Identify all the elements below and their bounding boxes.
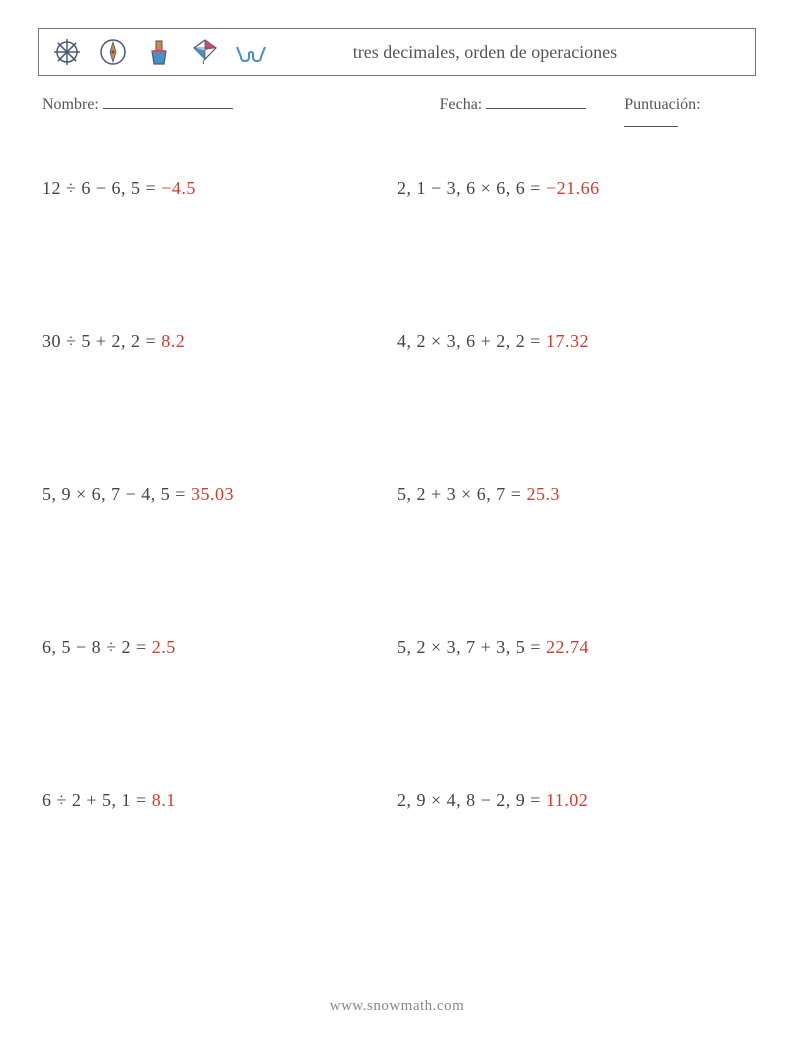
problem-answer: 8.2 — [161, 331, 185, 351]
name-blank — [103, 108, 233, 109]
date-field: Fecha: — [440, 96, 625, 132]
problem-expression: 30 ÷ 5 + 2, 2 = — [42, 331, 161, 351]
problem-expression: 5, 9 × 6, 7 − 4, 5 = — [42, 484, 191, 504]
glasses-icon — [235, 36, 267, 68]
problem-answer: −21.66 — [546, 178, 600, 198]
problem-expression: 2, 9 × 4, 8 − 2, 9 = — [397, 790, 546, 810]
problem: 5, 2 × 3, 7 + 3, 5 = 22.74 — [397, 637, 752, 658]
problem: 6, 5 − 8 ÷ 2 = 2.5 — [42, 637, 397, 658]
worksheet-title: tres decimales, orden de operaciones — [267, 42, 743, 63]
problem-answer: −4.5 — [161, 178, 196, 198]
problem: 5, 9 × 6, 7 − 4, 5 = 35.03 — [42, 484, 397, 505]
problem: 2, 1 − 3, 6 × 6, 6 = −21.66 — [397, 178, 752, 199]
date-label: Fecha: — [440, 96, 483, 113]
problem: 6 ÷ 2 + 5, 1 = 8.1 — [42, 790, 397, 811]
problem-answer: 2.5 — [152, 637, 176, 657]
problems-grid: 12 ÷ 6 − 6, 5 = −4.52, 1 − 3, 6 × 6, 6 =… — [38, 178, 756, 943]
problem-expression: 4, 2 × 3, 6 + 2, 2 = — [397, 331, 546, 351]
score-blank — [624, 126, 678, 127]
name-field: Nombre: — [42, 96, 440, 132]
footer-url: www.snowmath.com — [0, 998, 794, 1015]
kite-icon — [189, 36, 221, 68]
score-label: Puntuación: — [624, 96, 700, 113]
problem-expression: 5, 2 × 3, 7 + 3, 5 = — [397, 637, 546, 657]
problem: 12 ÷ 6 − 6, 5 = −4.5 — [42, 178, 397, 199]
problem-answer: 35.03 — [191, 484, 234, 504]
problem-answer: 8.1 — [152, 790, 176, 810]
icons-row — [51, 36, 267, 68]
problem: 5, 2 + 3 × 6, 7 = 25.3 — [397, 484, 752, 505]
info-row: Nombre: Fecha: Puntuación: — [38, 96, 756, 132]
wheel-icon — [51, 36, 83, 68]
name-label: Nombre: — [42, 96, 99, 113]
date-blank — [486, 108, 586, 109]
problem: 2, 9 × 4, 8 − 2, 9 = 11.02 — [397, 790, 752, 811]
problem: 4, 2 × 3, 6 + 2, 2 = 17.32 — [397, 331, 752, 352]
problem-answer: 25.3 — [526, 484, 560, 504]
score-field: Puntuación: — [624, 96, 752, 132]
problem: 30 ÷ 5 + 2, 2 = 8.2 — [42, 331, 397, 352]
bucket-icon — [143, 36, 175, 68]
problem-expression: 12 ÷ 6 − 6, 5 = — [42, 178, 161, 198]
problem-answer: 22.74 — [546, 637, 589, 657]
problem-expression: 5, 2 + 3 × 6, 7 = — [397, 484, 526, 504]
problem-answer: 17.32 — [546, 331, 589, 351]
problem-expression: 6 ÷ 2 + 5, 1 = — [42, 790, 152, 810]
compass-icon — [97, 36, 129, 68]
problem-expression: 6, 5 − 8 ÷ 2 = — [42, 637, 152, 657]
header-box: tres decimales, orden de operaciones — [38, 28, 756, 76]
problem-answer: 11.02 — [546, 790, 588, 810]
problem-expression: 2, 1 − 3, 6 × 6, 6 = — [397, 178, 546, 198]
